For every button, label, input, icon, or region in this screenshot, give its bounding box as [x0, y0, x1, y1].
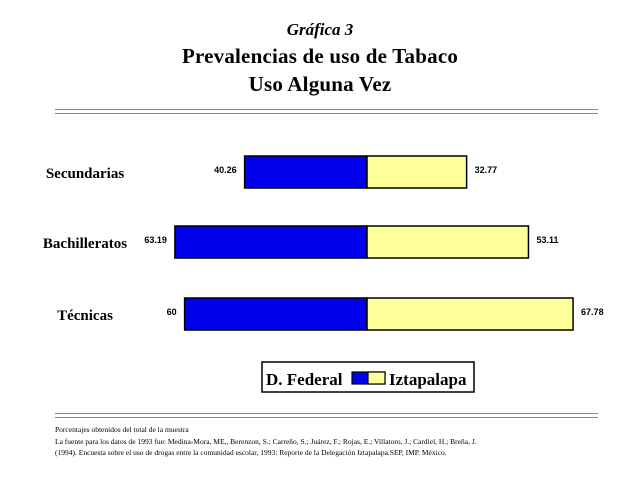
bar-dfederal-tecnicas	[183, 297, 368, 331]
value-label-dfederal-secundarias: 40.26	[214, 165, 237, 175]
footnote-source-line1: La fuente para los datos de 1993 fue: Me…	[55, 437, 477, 446]
chart-supertitle: Gráfica 3	[286, 20, 354, 39]
footnote-source-line2: (1994). Encuesta sobre el uso de drogas …	[55, 448, 447, 457]
legend-label-iztapalapa: Iztapalapa	[389, 370, 467, 389]
value-label-iztapalapa-secundarias: 32.77	[475, 165, 498, 175]
top-divider	[55, 109, 598, 114]
category-label-secundarias: Secundarias	[46, 166, 125, 182]
chart-title: Prevalencias de uso de Tabaco	[181, 44, 459, 68]
legend-label-dfederal: D. Federal	[266, 370, 343, 389]
value-label-iztapalapa-tecnicas: 67.78	[581, 307, 604, 317]
bar-dfederal-secundarias	[243, 155, 368, 189]
category-label-tecnicas: Técnicas	[57, 308, 113, 324]
value-label-iztapalapa-bachilleratos: 53.11	[536, 235, 558, 245]
footnote-sample: Porcentajes obtenidos del total de la mu…	[55, 425, 189, 434]
bar-dfederal-bachilleratos	[174, 225, 368, 259]
bar-iztapalapa-secundarias	[366, 155, 468, 189]
bottom-divider	[55, 413, 598, 418]
bar-iztapalapa-tecnicas	[366, 297, 574, 331]
value-label-dfederal-bachilleratos: 63.19	[144, 235, 167, 245]
value-label-dfederal-tecnicas: 60	[167, 307, 177, 317]
category-label-bachilleratos: Bachilleratos	[43, 236, 127, 252]
legend-swatch-iztapalapa	[367, 371, 386, 385]
bar-iztapalapa-bachilleratos	[366, 225, 530, 259]
chart-subtitle: Uso Alguna Vez	[248, 72, 392, 96]
